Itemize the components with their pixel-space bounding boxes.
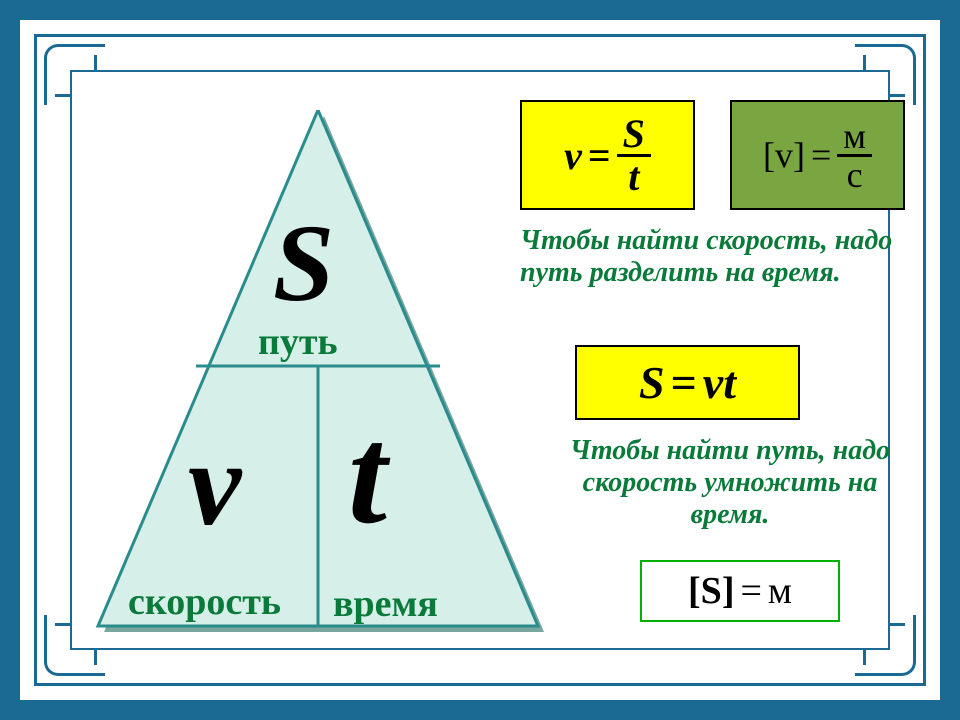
formula-s-r2: t <box>723 357 736 408</box>
formula-distance: S = vt <box>575 345 800 420</box>
units-v-den: с <box>841 157 869 193</box>
triangle-label-path: путь <box>258 320 338 364</box>
outer-frame: S v t путь скорость время v = S t [v] = <box>0 0 960 720</box>
formula-v-den: t <box>622 157 645 197</box>
units-v-num: м <box>837 118 872 157</box>
rule-velocity: Чтобы найти скорость, надо путь разделит… <box>520 225 910 289</box>
units-v-lhs: [v] <box>763 134 805 176</box>
formula-v-lhs: v <box>564 132 582 179</box>
rule-distance: Чтобы найти путь, надо скорость умножить… <box>540 435 920 531</box>
units-s-rhs: м <box>768 569 792 613</box>
formula-v-eq: = <box>588 132 611 179</box>
formula-s-lhs: S <box>639 356 665 409</box>
triangle-svg <box>88 110 548 650</box>
formula-v-num: S <box>617 114 651 157</box>
triangle-symbol-t: t <box>348 395 387 556</box>
formula-velocity: v = S t <box>520 100 695 210</box>
formula-units-velocity: [v] = м с <box>730 100 905 210</box>
triangle-symbol-s: S <box>273 200 334 327</box>
formula-s-eq: = <box>671 356 697 409</box>
units-s-lhs: [S] <box>688 569 734 613</box>
triangle-symbol-v: v <box>188 415 241 553</box>
formula-s-r1: v <box>703 357 723 408</box>
triangle-label-time: время <box>333 582 438 626</box>
units-v-eq: = <box>811 134 831 176</box>
svt-triangle: S v t путь скорость время <box>88 110 548 650</box>
formula-units-distance: [S] = м <box>640 560 840 622</box>
triangle-label-speed: скорость <box>128 580 281 624</box>
content-canvas: S v t путь скорость время v = S t [v] = <box>70 70 890 650</box>
units-s-eq: = <box>740 569 761 613</box>
